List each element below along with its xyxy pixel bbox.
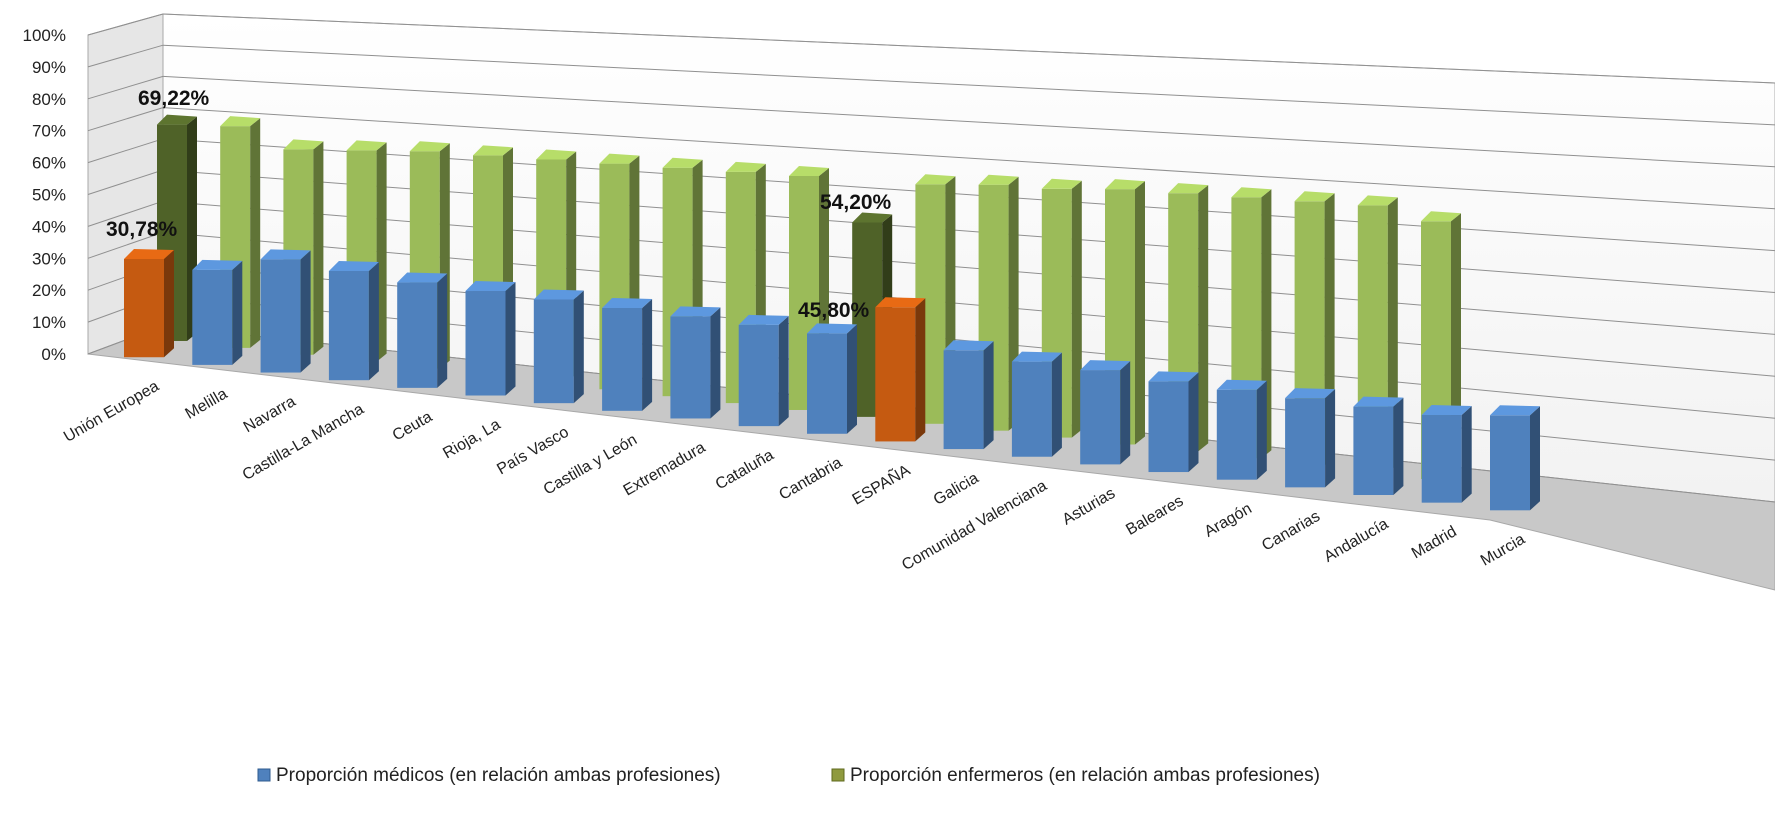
bar-medicos — [192, 259, 243, 365]
data-label: 30,78% — [106, 218, 178, 241]
x-tick-label: Rioja, La — [440, 416, 503, 462]
bar-medicos — [875, 297, 926, 442]
bar-medicos — [1216, 379, 1267, 480]
gridline-side — [87, 169, 164, 195]
gridline-side — [87, 231, 164, 259]
legend-swatch-enfermeros — [831, 768, 845, 782]
y-tick-label: 30% — [32, 249, 66, 268]
x-tick-label: Comunidad Valenciana — [899, 477, 1050, 574]
bar-medicos — [943, 340, 994, 450]
gridline-side — [87, 44, 164, 68]
x-tick-label: Cantabria — [776, 454, 845, 503]
bar-medicos — [1353, 396, 1404, 496]
bar-medicos — [397, 272, 448, 388]
bar-medicos — [670, 306, 721, 419]
x-tick-label: Ceuta — [390, 408, 436, 444]
x-tick-label: País Vasco — [494, 424, 572, 479]
y-tick-label: 10% — [32, 313, 66, 332]
x-tick-label: Canarias — [1259, 508, 1323, 555]
bar-medicos — [1490, 405, 1540, 511]
data-label: 54,20% — [820, 191, 892, 214]
y-tick-label: 70% — [32, 122, 66, 141]
x-tick-label: Navarra — [241, 393, 299, 436]
data-label: 45,80% — [798, 299, 870, 322]
y-tick-label: 20% — [32, 281, 66, 300]
data-label: 69,22% — [138, 87, 210, 110]
bar-medicos — [807, 323, 857, 434]
y-tick-label: 50% — [32, 186, 66, 205]
legend-swatch-medicos — [257, 768, 271, 782]
bar-medicos — [328, 260, 379, 381]
x-tick-label: ESPAÑA — [848, 459, 913, 508]
bar-medicos — [465, 281, 516, 396]
legend-label-medicos: Proporción médicos (en relación ambas pr… — [276, 765, 721, 786]
x-tick-label: Baleares — [1123, 493, 1186, 539]
x-tick-label: Andalucía — [1321, 515, 1391, 565]
x-tick-label: Aragón — [1202, 500, 1255, 541]
bar-medicos — [602, 297, 653, 411]
x-tick-label: Asturias — [1060, 485, 1119, 529]
bar-medicos — [1285, 388, 1336, 488]
y-tick-label: 0% — [41, 345, 66, 364]
gridline-side — [87, 200, 164, 227]
y-tick-label: 100% — [23, 26, 66, 45]
gridline-side — [87, 107, 164, 132]
gridline — [162, 75, 1775, 168]
x-tick-label: Madrid — [1409, 523, 1460, 562]
legend-label-enfermeros: Proporción enfermeros (en relación ambas… — [850, 765, 1320, 786]
y-tick-label: 40% — [32, 217, 66, 236]
bar-medicos — [1421, 405, 1472, 503]
bar-medicos — [124, 248, 174, 358]
gridline — [162, 107, 1775, 210]
x-tick-label: Unión Europea — [61, 378, 162, 446]
bar-medicos — [1011, 351, 1062, 457]
gridline-side — [87, 13, 164, 36]
x-tick-label: Melilla — [183, 385, 231, 422]
gridline — [162, 44, 1775, 126]
bar-medicos — [260, 249, 311, 373]
bar-medicos — [1080, 360, 1131, 465]
bar-medicos — [533, 289, 584, 404]
gridline — [162, 13, 1775, 84]
x-tick-label: Cataluña — [713, 447, 777, 494]
y-tick-label: 60% — [32, 154, 66, 173]
bar-medicos — [738, 314, 789, 427]
y-tick-label: 90% — [32, 58, 66, 77]
y-tick-label: 80% — [32, 90, 66, 109]
x-tick-label: Galicia — [931, 470, 982, 509]
gridline-side — [87, 138, 164, 164]
bar-medicos — [1148, 371, 1199, 473]
gridline-side — [87, 75, 164, 100]
x-tick-label: Murcia — [1478, 531, 1528, 570]
